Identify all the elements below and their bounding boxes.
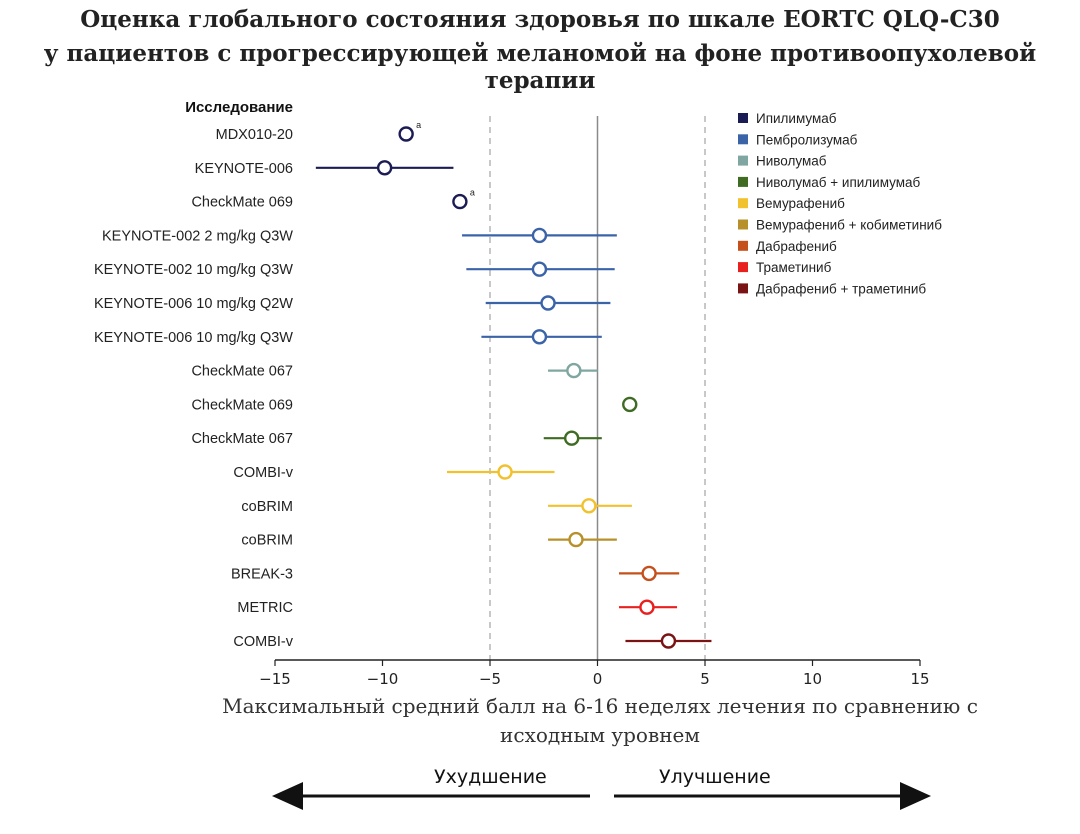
legend-swatch bbox=[738, 176, 748, 187]
point-estimate bbox=[531, 329, 548, 345]
reference-lines bbox=[489, 116, 706, 660]
study-label: coBRIM bbox=[241, 499, 293, 515]
footnote-marker: a bbox=[416, 120, 421, 130]
x-tick-label: 0 bbox=[593, 670, 603, 688]
study-label: CheckMate 067 bbox=[191, 431, 293, 447]
point-estimate bbox=[622, 396, 638, 413]
legend-swatch bbox=[738, 155, 748, 166]
x-tick-label: 15 bbox=[910, 670, 929, 688]
title-prefix: у пациентов с bbox=[43, 40, 240, 67]
point-estimate bbox=[641, 565, 657, 582]
x-axis: −15 −10 −5 0 5 10 15 bbox=[259, 659, 930, 688]
legend-swatch bbox=[738, 219, 748, 230]
point-estimate bbox=[497, 464, 513, 480]
column-header: Исследование bbox=[185, 99, 293, 116]
legend-swatch bbox=[738, 283, 748, 294]
study-label: KEYNOTE-006 10 mg/kg Q3W bbox=[94, 330, 293, 346]
study-label: CheckMate 069 bbox=[191, 397, 293, 413]
direction-arrows bbox=[272, 782, 931, 810]
point-estimate bbox=[531, 261, 548, 277]
legend-swatch bbox=[738, 198, 748, 209]
legend-label: Дабрафениб + траметиниб bbox=[756, 281, 926, 296]
legend-label: Вемурафениб bbox=[756, 196, 845, 211]
footnote-marker: a bbox=[470, 188, 475, 198]
legend-label: Ниволумаб bbox=[756, 154, 827, 169]
point-estimate bbox=[566, 362, 582, 379]
legend-swatch bbox=[738, 134, 748, 145]
point-estimate bbox=[376, 160, 393, 176]
legend-swatch bbox=[738, 113, 748, 123]
title-emphasis: прогрессирующей bbox=[239, 40, 489, 67]
point-estimate bbox=[452, 193, 468, 210]
worse-label: Ухудшение bbox=[434, 766, 547, 788]
legend-label: Вемурафениб + кобиметиниб bbox=[756, 218, 942, 233]
study-estimates: aa bbox=[315, 120, 712, 649]
study-label: coBRIM bbox=[241, 533, 293, 549]
study-label: CheckMate 069 bbox=[191, 195, 293, 211]
study-label: MDX010-20 bbox=[216, 127, 293, 143]
study-label: KEYNOTE-006 bbox=[195, 161, 293, 177]
point-estimate bbox=[581, 498, 597, 514]
point-estimate bbox=[531, 227, 548, 244]
chart-title-line1: Оценка глобального состояния здоровья по… bbox=[80, 6, 1000, 33]
legend: Ипилимумаб Пембролизумаб Ниволумаб Ниволума… bbox=[738, 111, 942, 296]
legend-label: Ниволумаб + ипилимумаб bbox=[756, 175, 921, 190]
study-label: CheckMate 067 bbox=[191, 364, 293, 380]
point-estimate bbox=[568, 531, 584, 548]
x-tick-label: −5 bbox=[479, 670, 501, 688]
legend-label: Ипилимумаб bbox=[756, 111, 837, 126]
point-estimate bbox=[639, 599, 655, 615]
legend-label: Траметиниб bbox=[756, 260, 832, 275]
x-tick-label: 10 bbox=[803, 670, 822, 688]
title-suffix: меланомой на фоне противоопухолевой тера… bbox=[484, 40, 1037, 94]
point-estimate bbox=[660, 633, 677, 649]
x-axis-label: Максимальный средний балл на 6-16 неделя… bbox=[222, 694, 978, 747]
legend-label: Пембролизумаб bbox=[756, 132, 858, 147]
study-label: BREAK-3 bbox=[231, 566, 293, 582]
legend-swatch bbox=[738, 262, 748, 273]
x-tick-label: 5 bbox=[700, 670, 710, 688]
study-label: COMBI-v bbox=[233, 634, 293, 650]
legend-swatch bbox=[738, 240, 748, 251]
point-estimate bbox=[564, 430, 580, 446]
chart-title-line2: у пациентов с прогрессирующей меланомой … bbox=[0, 40, 1080, 94]
study-label: METRIC bbox=[237, 600, 293, 616]
point-estimate bbox=[398, 126, 414, 142]
study-label: KEYNOTE-002 2 mg/kg Q3W bbox=[102, 228, 293, 244]
point-estimate bbox=[540, 295, 556, 311]
x-tick-label: −15 bbox=[259, 670, 291, 688]
x-tick-label: −10 bbox=[367, 670, 399, 688]
study-label: COMBI-v bbox=[233, 465, 293, 481]
legend-label: Дабрафениб bbox=[756, 239, 837, 254]
study-label: KEYNOTE-006 10 mg/kg Q2W bbox=[94, 296, 293, 312]
better-label: Улучшение bbox=[659, 766, 771, 788]
study-label: KEYNOTE-002 10 mg/kg Q3W bbox=[94, 262, 293, 278]
study-labels: Исследование MDX010-20 KEYNOTE-006 CheckMat… bbox=[94, 99, 294, 650]
better-arrowhead bbox=[900, 782, 931, 810]
worse-arrowhead bbox=[272, 782, 303, 810]
